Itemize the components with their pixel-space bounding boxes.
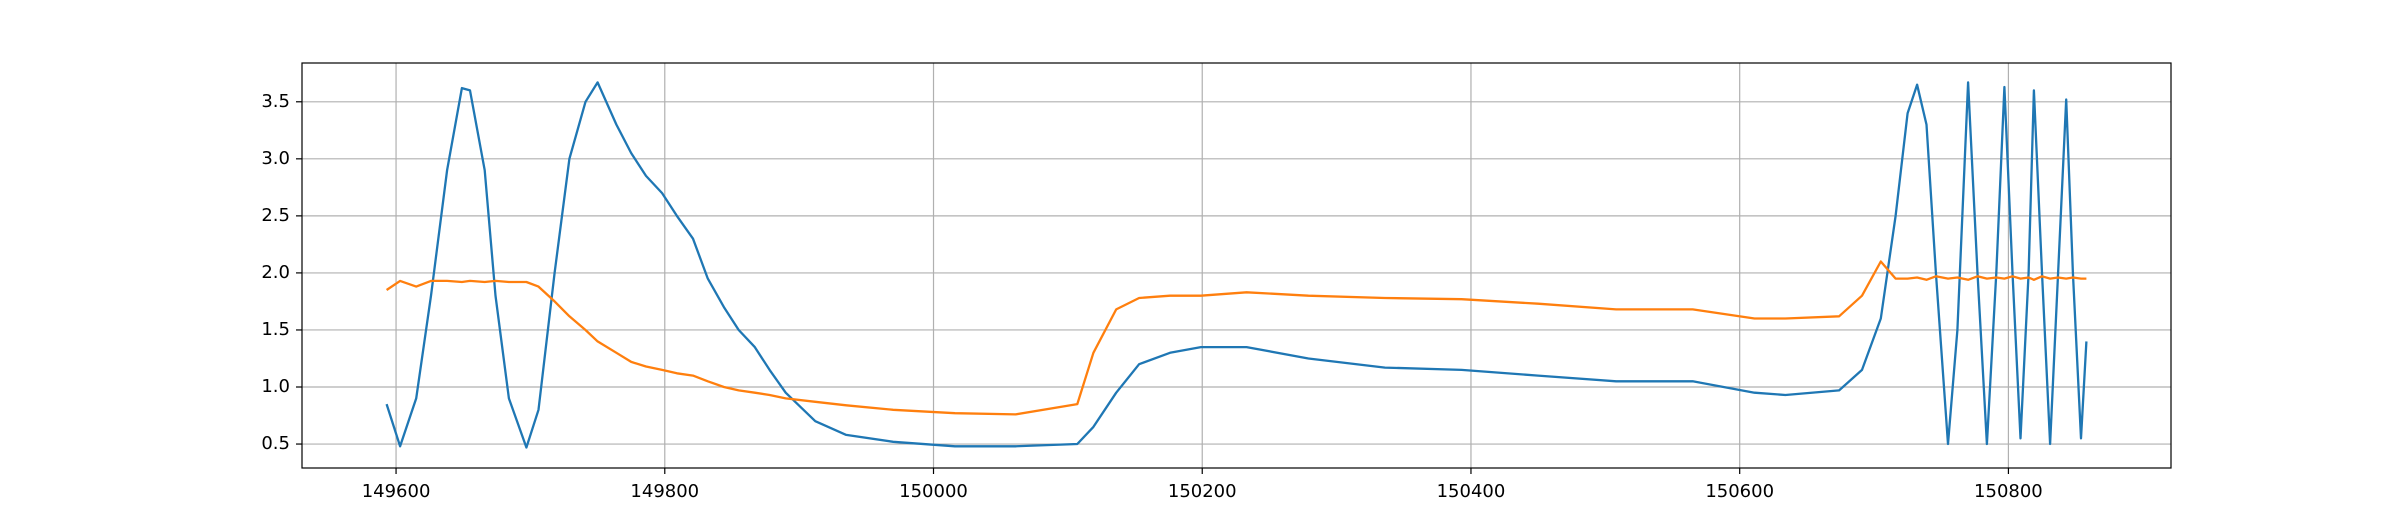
x-tick-label: 150000: [899, 481, 968, 502]
x-tick-label: 149800: [630, 481, 699, 502]
y-tick-label: 0.5: [261, 433, 290, 454]
y-tick-label: 3.5: [261, 91, 290, 112]
y-tick-label: 2.0: [261, 262, 290, 283]
x-tick-label: 149600: [362, 481, 431, 502]
line-series: [385, 81, 2088, 449]
plot-frame: [301, 62, 2172, 469]
x-tick-label: 150600: [1705, 481, 1774, 502]
x-tick-label: 150400: [1437, 481, 1506, 502]
y-tick-label: 1.5: [261, 319, 290, 340]
y-tick-label: 3.0: [261, 148, 290, 169]
y-tick-label: 1.0: [261, 376, 290, 397]
y-tick-label: 2.5: [261, 205, 290, 226]
line-series: [385, 260, 2087, 416]
x-tick-label: 150800: [1974, 481, 2043, 502]
x-tick-label: 150200: [1168, 481, 1237, 502]
